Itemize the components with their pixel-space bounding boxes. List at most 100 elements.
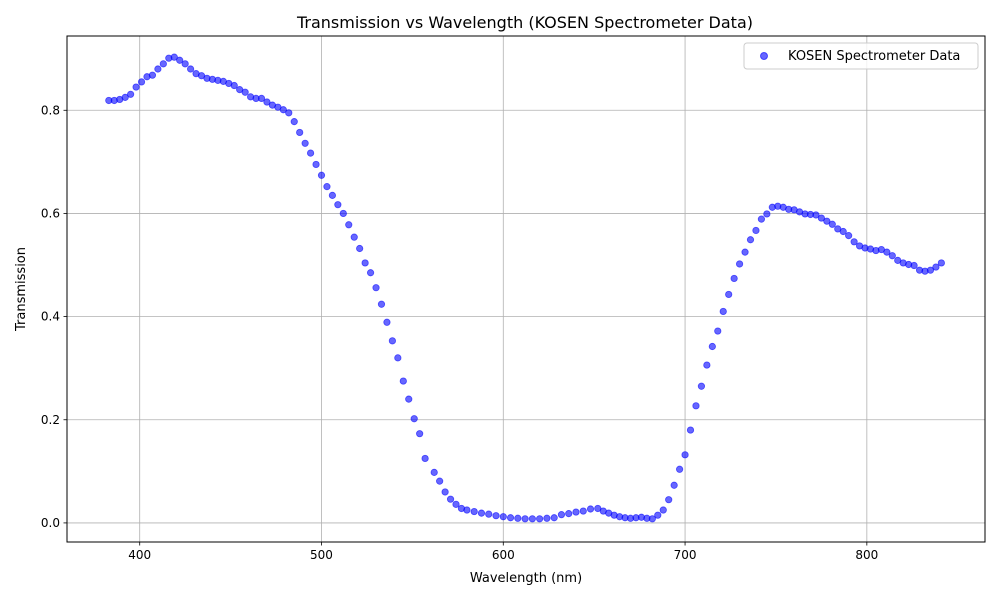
data-point [697,382,706,390]
data-point [441,488,449,496]
data-point [492,512,500,520]
data-point [132,83,140,91]
data-point [719,307,727,316]
y-tick-label: 0.2 [41,413,60,427]
chart-title: Transmission vs Wavelength (KOSEN Spectr… [296,13,753,32]
data-point [499,513,507,521]
data-point [543,514,551,522]
data-point [148,71,157,79]
x-tick-label: 500 [310,548,333,562]
data-point [317,171,326,179]
data-point [817,214,826,222]
data-points-layer [105,53,945,523]
data-point [888,252,896,260]
data-point [366,269,375,277]
legend-marker [760,52,768,60]
axis-layer: 400 500 600 700 800 0.0 0.2 0.4 0.6 0.8 [41,103,878,562]
x-tick-label: 600 [492,548,515,562]
data-point [708,342,716,351]
data-point [399,377,407,385]
data-point [730,274,738,283]
data-point [521,515,529,523]
data-point [405,395,413,403]
plot-frame [66,35,986,543]
data-point [665,496,673,504]
data-point [681,451,689,459]
data-point [410,415,418,423]
data-point [536,515,544,523]
data-point [654,511,662,519]
data-point [670,481,678,489]
y-tick-label: 0.0 [41,516,60,530]
y-tick-label: 0.8 [41,103,60,117]
data-point [883,248,891,256]
data-point [557,511,566,519]
data-point [361,259,369,267]
data-point [430,468,438,476]
data-point [586,505,595,513]
data-point [746,236,755,244]
legend: KOSEN Spectrometer Data [743,42,979,70]
data-point [127,90,135,98]
data-point [741,248,749,256]
data-point [121,93,129,101]
data-point [350,233,358,241]
x-axis-label: Wavelength (nm) [470,571,582,586]
data-point [514,514,522,522]
data-point [339,209,347,218]
data-point [306,149,315,157]
data-point [659,506,667,514]
data-point [565,510,573,518]
data-point [823,217,831,225]
data-point [676,465,684,473]
data-point [334,201,342,209]
data-point [383,318,391,326]
data-point [839,227,847,236]
data-point [436,477,444,485]
data-point [394,354,402,362]
data-point [932,263,940,271]
data-point [279,106,287,114]
data-point [241,88,249,96]
data-point [290,118,298,126]
data-point [648,515,656,523]
data-point [763,210,771,218]
data-point [377,300,386,308]
data-point [388,337,396,345]
data-point [926,266,935,274]
data-point [345,221,353,229]
data-point [757,215,766,223]
data-point [187,65,195,73]
data-point [470,507,478,516]
data-point [285,109,293,117]
data-point [812,211,820,219]
data-point [176,56,184,64]
data-point [446,495,455,503]
data-point [372,284,380,292]
data-point [257,94,266,103]
data-point [181,60,189,68]
data-point [463,506,471,514]
data-point [828,220,836,228]
data-point [703,361,711,369]
y-tick-label: 0.4 [41,310,60,324]
data-point [850,238,858,246]
data-point [301,139,309,147]
data-point [692,402,700,410]
data-point [154,65,162,73]
legend-label: KOSEN Spectrometer Data [788,49,960,64]
data-point [452,500,460,508]
data-point [572,508,580,516]
data-point [477,509,486,517]
data-point [230,81,238,90]
x-tick-label: 700 [674,548,697,562]
data-point [312,160,320,169]
data-point [714,327,722,335]
grid-layer [67,36,985,542]
data-point [328,191,336,199]
data-point [263,98,271,106]
data-point [170,53,178,61]
data-point [550,514,558,522]
